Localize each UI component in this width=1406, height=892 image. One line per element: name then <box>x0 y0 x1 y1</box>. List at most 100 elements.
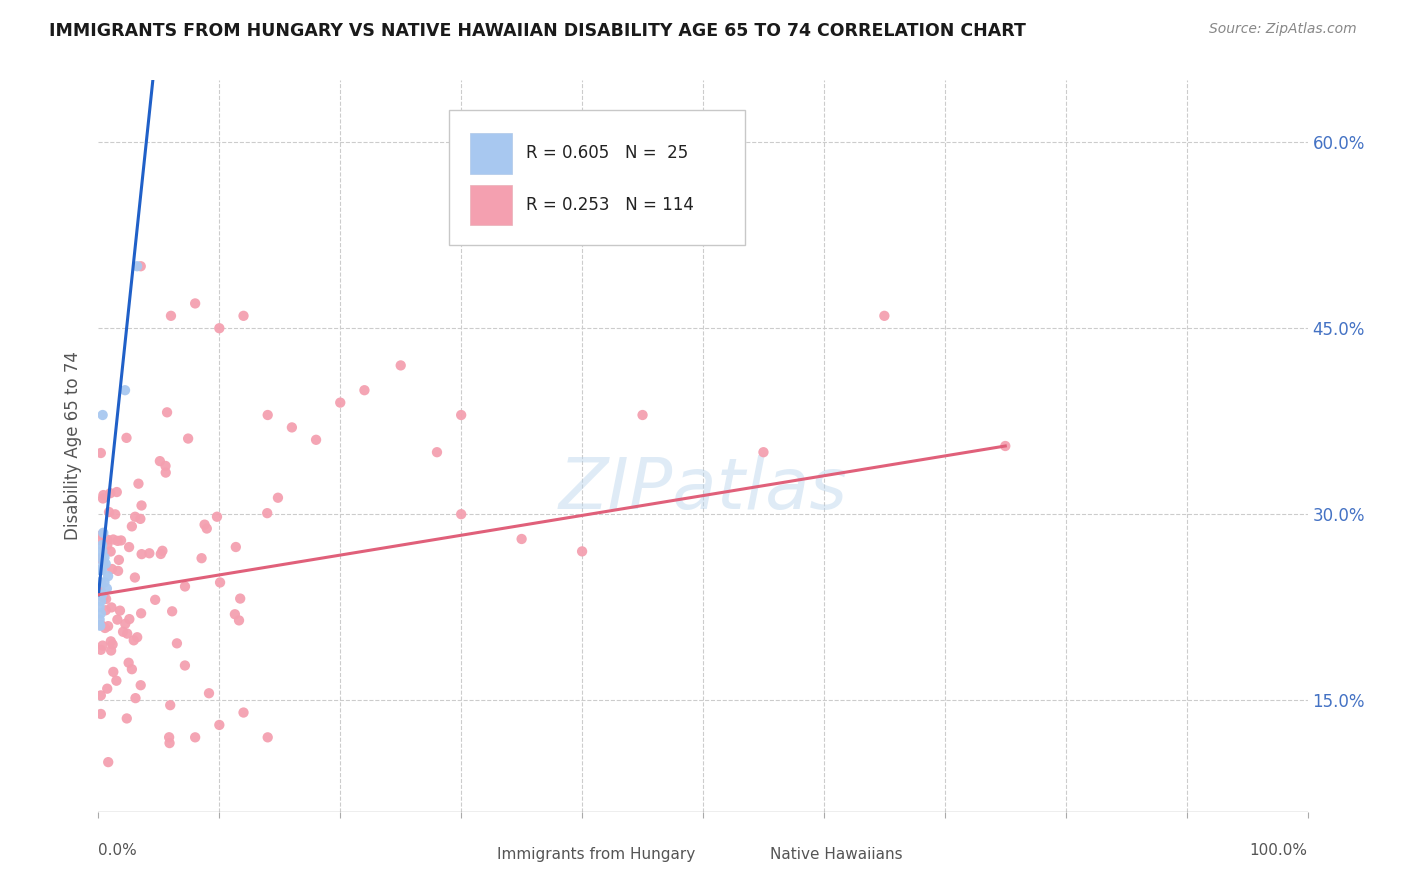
Point <box>115 626 138 640</box>
Point <box>752 445 775 459</box>
Point <box>89 600 111 615</box>
Point <box>389 359 412 373</box>
Text: ZIPatlas: ZIPatlas <box>558 456 848 524</box>
Point <box>94 592 117 607</box>
Point <box>90 563 112 577</box>
Bar <box>727 843 761 865</box>
Point <box>112 624 135 639</box>
Point <box>100 544 122 558</box>
Point <box>90 584 112 599</box>
Point <box>98 486 121 500</box>
Point <box>121 519 143 533</box>
Point <box>91 588 114 602</box>
Point <box>93 591 115 605</box>
Point <box>93 575 115 590</box>
Point <box>90 607 112 621</box>
Point <box>91 563 114 577</box>
Point <box>90 551 112 566</box>
Point <box>98 505 121 519</box>
Point <box>97 569 120 583</box>
Point <box>232 706 254 720</box>
Point <box>256 731 278 745</box>
Point <box>229 591 252 606</box>
Point <box>90 446 112 460</box>
Point <box>107 564 129 578</box>
Point <box>426 445 449 459</box>
Point <box>256 408 278 422</box>
FancyBboxPatch shape <box>449 110 745 244</box>
Point <box>143 592 166 607</box>
Point <box>91 588 114 602</box>
Point <box>994 439 1017 453</box>
Point <box>174 579 197 593</box>
Text: R = 0.253   N = 114: R = 0.253 N = 114 <box>526 195 695 213</box>
Point <box>105 485 128 500</box>
Point <box>166 636 188 650</box>
Point <box>195 522 218 536</box>
Point <box>91 525 114 540</box>
Point <box>510 532 533 546</box>
Point <box>89 613 111 627</box>
Point <box>118 612 141 626</box>
Point <box>450 408 472 422</box>
Point <box>122 633 145 648</box>
Point <box>873 309 896 323</box>
Point <box>93 550 115 565</box>
Point <box>160 309 183 323</box>
Text: R = 0.605   N =  25: R = 0.605 N = 25 <box>526 145 689 162</box>
Bar <box>470 185 512 225</box>
Point <box>156 405 179 419</box>
Point <box>131 547 153 561</box>
Y-axis label: Disability Age 65 to 74: Disability Age 65 to 74 <box>65 351 83 541</box>
Point <box>121 662 143 676</box>
Point <box>91 408 114 422</box>
Point <box>281 420 304 434</box>
Point <box>118 540 141 554</box>
Point <box>114 383 136 397</box>
Point <box>129 607 152 621</box>
Point <box>228 613 250 627</box>
Point <box>89 619 111 633</box>
Point <box>103 665 125 679</box>
Point <box>97 755 120 769</box>
Point <box>94 557 117 571</box>
Bar <box>456 843 489 865</box>
Point <box>184 731 207 745</box>
Point <box>101 562 124 576</box>
Point <box>96 538 118 552</box>
Point <box>105 673 128 688</box>
Point <box>90 617 112 632</box>
Point <box>91 639 114 653</box>
Point <box>194 517 217 532</box>
Point <box>115 431 138 445</box>
Point <box>224 607 246 622</box>
Point <box>129 259 152 273</box>
Point <box>232 309 254 323</box>
Point <box>571 544 593 558</box>
Point <box>110 533 132 548</box>
Point <box>149 547 172 561</box>
Point <box>93 488 115 502</box>
Point <box>124 691 146 706</box>
Point <box>131 499 153 513</box>
Point <box>631 408 654 422</box>
Point <box>90 642 112 657</box>
Point <box>89 563 111 577</box>
Point <box>129 512 152 526</box>
Point <box>127 630 149 644</box>
Point <box>127 259 149 273</box>
Text: 0.0%: 0.0% <box>98 843 138 858</box>
Point <box>256 506 278 520</box>
Text: Source: ZipAtlas.com: Source: ZipAtlas.com <box>1209 22 1357 37</box>
Point <box>155 458 177 473</box>
Point <box>89 588 111 602</box>
Point <box>159 736 181 750</box>
Point <box>107 533 129 548</box>
Point <box>90 575 112 590</box>
Point <box>177 432 200 446</box>
Point <box>90 689 112 703</box>
Point <box>305 433 328 447</box>
Point <box>90 706 112 721</box>
Point <box>450 507 472 521</box>
Point <box>138 546 160 560</box>
